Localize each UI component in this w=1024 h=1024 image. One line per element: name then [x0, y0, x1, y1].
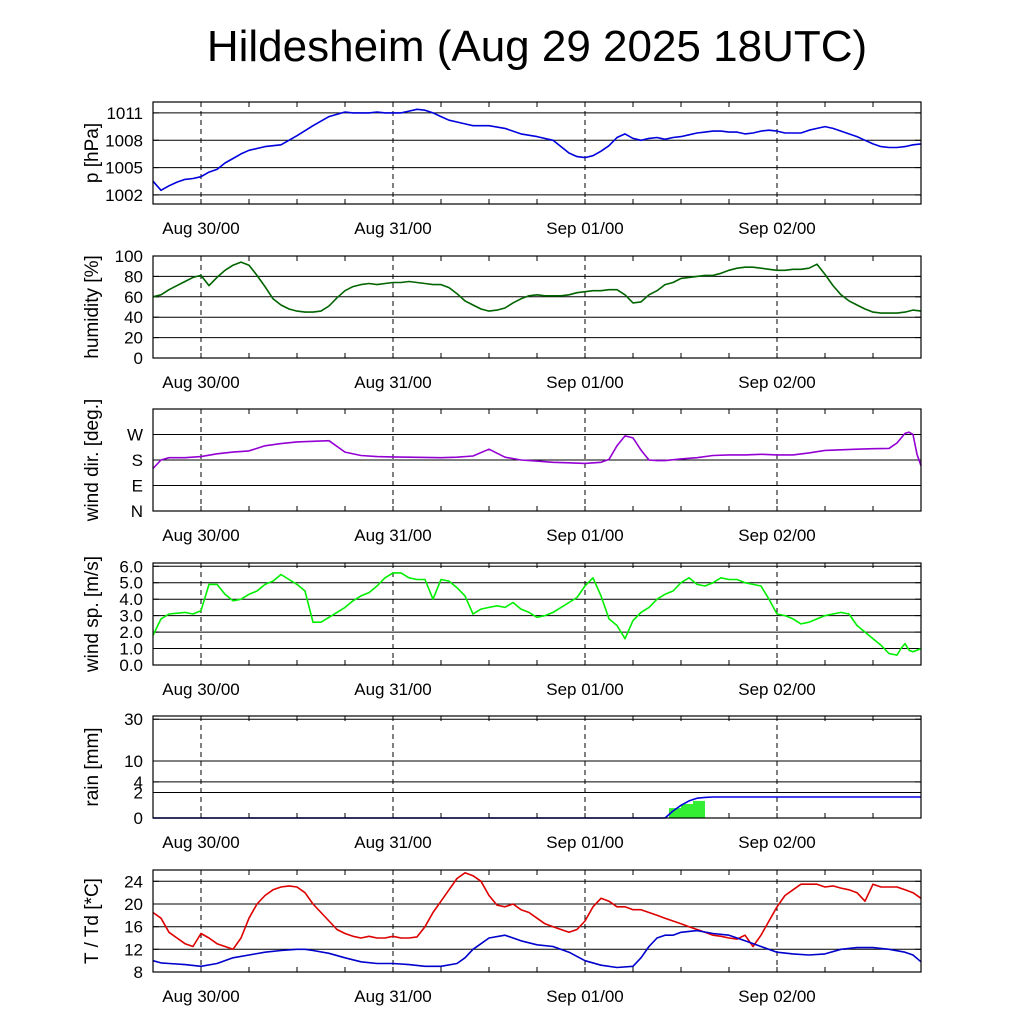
panel-windspeed: 0.01.02.03.04.05.06.0 Aug 30/00 Aug 31/00 S… — [82, 556, 922, 699]
ytick-label-rain: 4 — [134, 773, 143, 792]
ytick-label-temp: 16 — [124, 918, 143, 937]
ytick-label-humidity: 80 — [124, 267, 143, 286]
rain-bar — [681, 804, 693, 818]
rain-bar — [693, 800, 705, 818]
ytick-label-temp: 8 — [134, 963, 143, 982]
xtick-label-pressure: Sep 01/00 — [546, 219, 624, 238]
plot-frame-pressure — [152, 101, 922, 205]
ytick-label-winddir: E — [132, 477, 143, 496]
xtick-label-pressure: Sep 02/00 — [738, 219, 816, 238]
series-humidity — [152, 261, 922, 314]
ytick-label-winddir: W — [127, 426, 143, 445]
ylabel-windspeed: wind sp. [m/s] — [82, 556, 103, 673]
series-wind_dir — [152, 431, 922, 470]
ytick-label-humidity: 100 — [115, 247, 143, 266]
ytick-label-rain: 10 — [124, 752, 143, 771]
ytick-label-humidity: 20 — [124, 329, 143, 348]
ytick-label-windspeed: 4.0 — [119, 590, 143, 609]
plot-frame-rain — [152, 715, 922, 819]
xtick-label-winddir: Aug 31/00 — [354, 526, 432, 545]
ytick-label-temp: 20 — [124, 895, 143, 914]
ytick-label-rain: 0 — [134, 809, 143, 828]
page-title: Hildesheim (Aug 29 2025 18UTC) — [206, 22, 868, 71]
plot-frame-winddir — [152, 408, 922, 512]
xtick-label-winddir: Sep 01/00 — [546, 526, 624, 545]
xtick-label-temp: Sep 01/00 — [546, 987, 624, 1006]
xtick-label-windspeed: Sep 02/00 — [738, 680, 816, 699]
panel-pressure: 1002 1005 1008 1011 Aug 30/00 Aug 31/00 Sep 01… — [82, 101, 922, 238]
ylabel-temp: T / Td [*C] — [82, 878, 103, 964]
ytick-label-windspeed: 2.0 — [119, 623, 143, 642]
panel-temp: 8 12 16 20 24 Aug 30/00 Aug 31/00 Sep 01/00 Sep … — [82, 869, 922, 1006]
plot-frame-humidity — [152, 255, 922, 359]
ytick-label-humidity: 60 — [124, 288, 143, 307]
xtick-label-windspeed: Aug 31/00 — [354, 680, 432, 699]
xtick-label-temp: Sep 02/00 — [738, 987, 816, 1006]
ytick-label-winddir: N — [131, 502, 143, 521]
ytick-label-rain: 30 — [124, 710, 143, 729]
rain-bar — [669, 808, 681, 818]
series-temperature — [152, 871, 922, 951]
xtick-label-rain: Sep 02/00 — [738, 833, 816, 852]
xtick-label-winddir: Aug 30/00 — [162, 526, 240, 545]
plot-frame-temp — [152, 869, 922, 973]
ytick-label-windspeed: 3.0 — [119, 607, 143, 626]
ytick-label-windspeed: 0.0 — [119, 656, 143, 675]
ytick-label-winddir: S — [132, 451, 143, 470]
ytick-label-temp: 12 — [124, 940, 143, 959]
xtick-label-humidity: Aug 30/00 — [162, 373, 240, 392]
xtick-label-temp: Aug 30/00 — [162, 987, 240, 1006]
series-rain_cum — [153, 796, 921, 819]
xtick-label-windspeed: Aug 30/00 — [162, 680, 240, 699]
series-pressure — [152, 108, 922, 192]
xtick-label-pressure: Aug 30/00 — [162, 219, 240, 238]
xtick-label-rain: Sep 01/00 — [546, 833, 624, 852]
ytick-label-humidity: 0 — [134, 349, 143, 368]
ytick-label-windspeed: 1.0 — [119, 640, 143, 659]
ytick-label-pressure: 1002 — [105, 186, 143, 205]
ytick-label-temp: 24 — [124, 872, 143, 891]
ytick-label-pressure: 1005 — [105, 159, 143, 178]
ytick-label-rain: 2 — [134, 784, 143, 803]
ytick-label-pressure: 1008 — [105, 131, 143, 150]
panel-rain: 0 24 10 30 Aug 30/00 Aug 31/00 Sep 01/00 Sep 02… — [82, 710, 922, 852]
ylabel-winddir: wind dir. [deg.] — [82, 399, 103, 523]
xtick-label-rain: Aug 31/00 — [354, 833, 432, 852]
ylabel-humidity: humidity [%] — [82, 255, 103, 358]
xtick-label-rain: Aug 30/00 — [162, 833, 240, 852]
xtick-label-temp: Aug 31/00 — [354, 987, 432, 1006]
ylabel-pressure: p [hPa] — [82, 123, 103, 183]
xtick-label-windspeed: Sep 01/00 — [546, 680, 624, 699]
xtick-label-pressure: Aug 31/00 — [354, 219, 432, 238]
ytick-label-pressure: 1011 — [106, 104, 143, 123]
ytick-label-windspeed: 6.0 — [119, 557, 143, 576]
xtick-label-humidity: Sep 01/00 — [546, 373, 624, 392]
ytick-label-windspeed: 5.0 — [119, 574, 143, 593]
xtick-label-humidity: Sep 02/00 — [738, 373, 816, 392]
ylabel-rain: rain [mm] — [82, 727, 103, 806]
ytick-label-humidity: 40 — [124, 308, 143, 327]
plot-frame-windspeed — [152, 562, 922, 666]
xtick-label-humidity: Aug 31/00 — [354, 373, 432, 392]
xtick-label-winddir: Sep 02/00 — [738, 526, 816, 545]
series-dewpoint — [152, 929, 922, 969]
series-wind_speed — [152, 572, 922, 656]
